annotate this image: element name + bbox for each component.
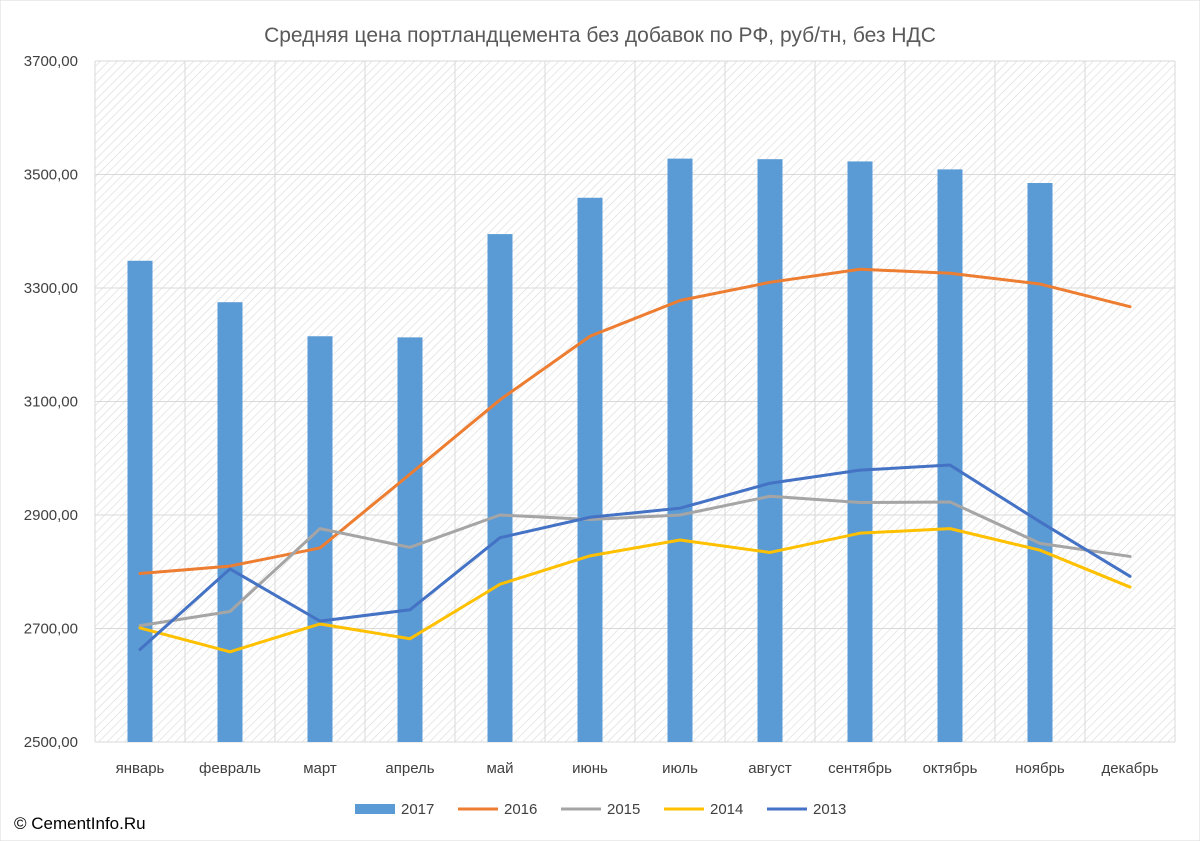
copyright-label: © CementInfo.Ru: [14, 814, 146, 833]
x-tick-label: декабрь: [1101, 760, 1158, 777]
bar-2017: [397, 337, 423, 742]
bar-2017: [757, 159, 783, 743]
legend-label-2017: 2017: [401, 801, 434, 818]
y-tick-label: 2700,00: [24, 621, 78, 638]
y-tick-label: 2500,00: [24, 734, 78, 751]
x-axis-ticks: январь февраль март апрель май июнь июль август…: [116, 760, 1159, 777]
x-tick-label: февраль: [199, 760, 261, 777]
x-tick-label: апрель: [385, 760, 434, 777]
bar-2017: [847, 161, 873, 742]
y-tick-label: 3100,00: [24, 394, 78, 411]
chart-title: Средняя цена портландцемента без добавок…: [264, 24, 936, 47]
line-2013: [138, 463, 1132, 651]
bar-2017: [487, 234, 513, 742]
bar-2017: [937, 169, 963, 742]
y-tick-label: 2900,00: [24, 507, 78, 524]
legend: 2017 2016 2015 2014 2013: [355, 801, 846, 818]
y-tick-label: 3700,00: [24, 53, 78, 70]
legend-swatch-2017: [355, 804, 395, 814]
x-tick-label: июль: [662, 760, 698, 777]
x-tick-label: май: [486, 760, 513, 777]
x-tick-label: октябрь: [923, 760, 978, 777]
y-axis-ticks: 2500,00 2700,00 2900,00 3100,00 3300,00 3500,…: [24, 53, 78, 751]
bar-series: [127, 158, 1053, 743]
line-2016: [138, 267, 1132, 575]
line-series: [138, 267, 1132, 654]
legend-label-2015: 2015: [607, 801, 640, 818]
x-tick-label: июнь: [572, 760, 608, 777]
x-tick-label: январь: [116, 760, 165, 777]
bar-2017: [217, 302, 243, 742]
x-tick-label: сентябрь: [828, 760, 892, 777]
bar-2017: [307, 336, 333, 742]
bar-2017: [667, 158, 693, 743]
y-tick-label: 3300,00: [24, 280, 78, 297]
gridlines: [94, 60, 1176, 743]
bar-2017: [577, 197, 603, 742]
line-2015: [138, 494, 1132, 628]
bar-2017: [127, 260, 153, 742]
bar-2017: [1027, 183, 1053, 742]
x-tick-label: март: [303, 760, 337, 777]
legend-label-2013: 2013: [813, 801, 846, 818]
legend-label-2016: 2016: [504, 801, 537, 818]
line-2014: [138, 527, 1132, 654]
x-tick-label: ноябрь: [1015, 760, 1065, 777]
y-tick-label: 3500,00: [24, 167, 78, 184]
legend-label-2014: 2014: [710, 801, 743, 818]
x-tick-label: август: [748, 760, 792, 777]
